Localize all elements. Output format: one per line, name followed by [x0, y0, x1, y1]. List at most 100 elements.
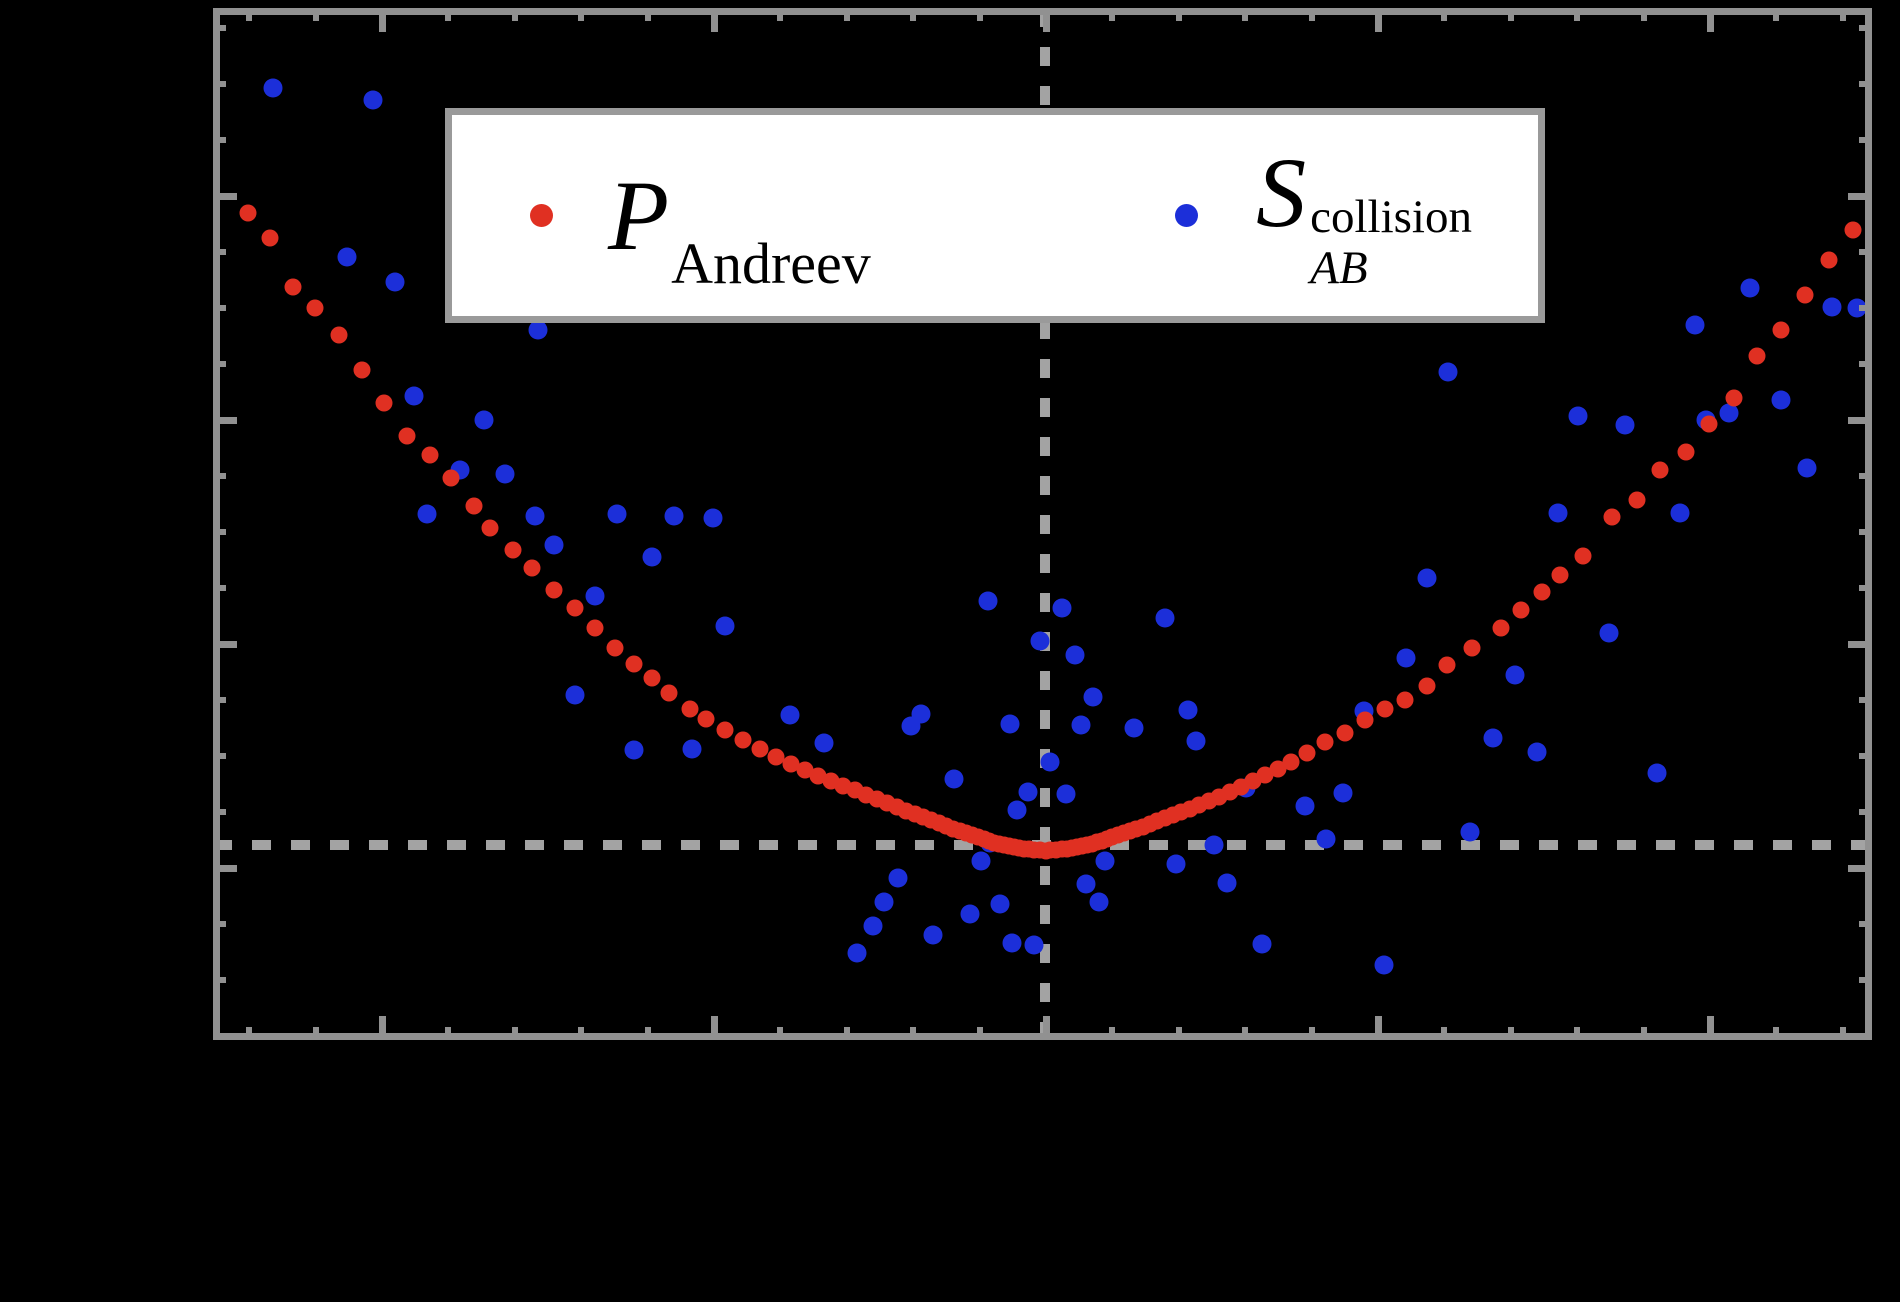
data-point-S_AB_collision — [1124, 718, 1144, 738]
vertical-dashed-guide — [1040, 8, 1050, 1040]
tick-mark — [710, 8, 718, 32]
tick-mark — [1859, 249, 1872, 255]
data-point-S_AB_collision — [1071, 715, 1091, 735]
data-point-S_AB_collision — [528, 320, 548, 340]
data-point-S_AB_collision — [1178, 700, 1198, 720]
data-point-S_AB_collision — [1166, 854, 1186, 874]
tick-mark — [1859, 137, 1872, 143]
data-point-S_AB_collision — [1847, 298, 1867, 318]
data-point-S_AB_collision — [1685, 315, 1705, 335]
data-point-S_AB_collision — [1002, 933, 1022, 953]
data-point-S_AB_collision — [1089, 892, 1109, 912]
tick-mark — [1309, 8, 1315, 21]
data-point-S_AB_collision — [417, 504, 437, 524]
tick-mark — [1374, 8, 1382, 32]
data-point-P_Andreev — [1336, 724, 1354, 742]
tick-mark — [1641, 1027, 1647, 1040]
tick-mark — [910, 1027, 916, 1040]
data-point-S_AB_collision — [1076, 874, 1096, 894]
tick-mark — [213, 753, 226, 759]
tick-mark — [213, 1033, 226, 1039]
data-point-P_Andreev — [566, 599, 584, 617]
data-point-P_Andreev — [545, 581, 563, 599]
tick-mark — [1042, 1016, 1050, 1040]
data-point-S_AB_collision — [1024, 935, 1044, 955]
data-point-S_AB_collision — [911, 704, 931, 724]
tick-mark — [1176, 8, 1182, 21]
data-point-P_Andreev — [261, 229, 279, 247]
tick-mark — [1574, 1027, 1580, 1040]
data-point-P_Andreev — [481, 519, 499, 537]
tick-mark — [1859, 809, 1872, 815]
tick-mark — [246, 1027, 252, 1040]
data-point-S_AB_collision — [1095, 851, 1115, 871]
tick-mark — [213, 81, 226, 87]
data-point-P_Andreev — [398, 427, 416, 445]
tick-mark — [1508, 8, 1514, 21]
tick-mark — [910, 8, 916, 21]
data-point-P_Andreev — [375, 394, 393, 412]
data-point-P_Andreev — [796, 761, 814, 779]
tick-mark — [512, 1027, 518, 1040]
data-point-S_AB_collision — [863, 916, 883, 936]
data-point-S_AB_collision — [585, 586, 605, 606]
tick-mark — [1859, 921, 1872, 927]
data-point-S_AB_collision — [1615, 415, 1635, 435]
data-point-P_Andreev — [1438, 656, 1456, 674]
data-point-S_AB_collision — [1333, 783, 1353, 803]
tick-mark — [213, 361, 226, 367]
tick-mark — [213, 473, 226, 479]
tick-mark — [1374, 1016, 1382, 1040]
data-point-S_AB_collision — [544, 535, 564, 555]
data-point-P_Andreev — [1574, 547, 1592, 565]
tick-mark — [1859, 697, 1872, 703]
tick-mark — [213, 585, 226, 591]
data-point-S_AB_collision — [642, 547, 662, 567]
data-point-S_AB_collision — [682, 739, 702, 759]
data-point-S_AB_collision — [978, 591, 998, 611]
tick-mark — [1859, 753, 1872, 759]
tick-mark — [1848, 640, 1872, 648]
tick-mark — [1706, 8, 1714, 32]
data-point-S_AB_collision — [1483, 728, 1503, 748]
data-point-P_Andreev — [1820, 251, 1838, 269]
tick-mark — [445, 8, 451, 21]
tick-mark — [1242, 1027, 1248, 1040]
tick-mark — [246, 8, 252, 21]
tick-mark — [1109, 1027, 1115, 1040]
tick-mark — [1859, 25, 1872, 31]
data-point-P_Andreev — [504, 541, 522, 559]
data-point-P_Andreev — [1396, 691, 1414, 709]
tick-mark — [1859, 529, 1872, 535]
data-point-S_AB_collision — [1647, 763, 1667, 783]
data-point-S_AB_collision — [1295, 796, 1315, 816]
legend-label-andreev: PAndreev — [608, 159, 871, 296]
data-point-S_AB_collision — [337, 247, 357, 267]
tick-mark — [213, 25, 226, 31]
tick-mark — [1859, 81, 1872, 87]
data-point-S_AB_collision — [525, 506, 545, 526]
tick-mark — [1042, 8, 1050, 32]
data-point-S_AB_collision — [923, 925, 943, 945]
data-point-P_Andreev — [330, 326, 348, 344]
data-point-P_Andreev — [767, 748, 785, 766]
data-point-P_Andreev — [625, 655, 643, 673]
tick-mark — [645, 1027, 651, 1040]
data-point-S_AB_collision — [1374, 955, 1394, 975]
data-point-S_AB_collision — [944, 769, 964, 789]
data-point-P_Andreev — [1748, 347, 1766, 365]
tick-mark — [1641, 8, 1647, 21]
data-point-S_AB_collision — [1771, 390, 1791, 410]
data-point-P_Andreev — [1269, 760, 1287, 778]
tick-mark — [213, 640, 237, 648]
data-point-P_Andreev — [1796, 286, 1814, 304]
data-point-S_AB_collision — [1204, 835, 1224, 855]
data-point-P_Andreev — [697, 710, 715, 728]
data-point-S_AB_collision — [664, 506, 684, 526]
data-point-P_Andreev — [1844, 221, 1862, 239]
data-point-S_AB_collision — [990, 894, 1010, 914]
data-point-S_AB_collision — [474, 410, 494, 430]
data-point-S_AB_collision — [888, 868, 908, 888]
